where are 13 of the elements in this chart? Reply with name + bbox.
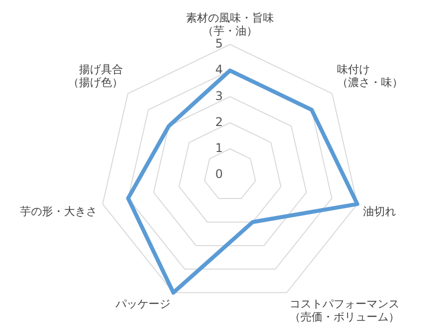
spoke-label: 味付け（濃さ・味）: [336, 62, 403, 90]
y-tick-label: 4: [215, 62, 223, 77]
spoke-label: パッケージ: [114, 298, 171, 311]
spoke-label: 芋の形・大きさ: [20, 204, 97, 218]
spoke-label: 油切れ: [363, 204, 396, 218]
y-tick-label: 2: [215, 114, 223, 129]
spoke-label: 揚げ具合（揚げ色）: [68, 62, 124, 90]
spoke-label: 素材の風味・旨味（芋・油）: [186, 11, 274, 38]
y-tick-label: 5: [215, 36, 223, 51]
spoke-label: コストパフォーマンス（売価・ボリューム）: [289, 298, 400, 324]
y-tick-label: 0: [215, 167, 223, 182]
y-tick-label: 1: [215, 141, 223, 156]
y-tick-label: 3: [215, 88, 223, 103]
